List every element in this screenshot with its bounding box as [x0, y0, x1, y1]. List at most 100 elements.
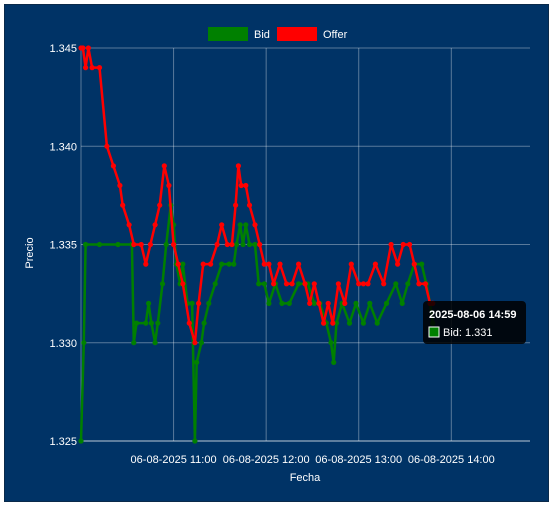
- data-point-offer[interactable]: [416, 281, 422, 287]
- data-point-offer[interactable]: [175, 261, 181, 267]
- data-point-bid[interactable]: [143, 320, 149, 326]
- data-point-offer[interactable]: [321, 320, 327, 326]
- data-point-offer[interactable]: [104, 143, 110, 149]
- data-point-bid[interactable]: [333, 320, 340, 326]
- data-point-offer[interactable]: [83, 65, 89, 71]
- data-point-bid[interactable]: [353, 300, 359, 306]
- data-point-offer[interactable]: [233, 202, 239, 208]
- data-point-offer[interactable]: [271, 281, 277, 287]
- data-point-offer[interactable]: [120, 202, 126, 208]
- data-point-bid[interactable]: [331, 359, 337, 365]
- data-point-bid[interactable]: [266, 300, 272, 306]
- data-point-bid[interactable]: [148, 320, 154, 326]
- data-point-bid[interactable]: [83, 241, 89, 248]
- data-point-offer[interactable]: [422, 281, 428, 287]
- data-point-bid[interactable]: [78, 438, 84, 444]
- data-point-offer[interactable]: [166, 182, 172, 189]
- data-point-offer[interactable]: [143, 261, 149, 267]
- data-point-offer[interactable]: [257, 241, 263, 248]
- data-point-offer[interactable]: [80, 45, 86, 51]
- data-point-bid[interactable]: [212, 281, 218, 287]
- data-point-bid[interactable]: [252, 241, 258, 248]
- data-point-offer[interactable]: [131, 241, 137, 248]
- data-point-bid[interactable]: [233, 241, 240, 248]
- data-point-bid[interactable]: [256, 281, 262, 287]
- data-point-offer[interactable]: [289, 281, 295, 287]
- data-point-offer[interactable]: [200, 261, 206, 267]
- data-point-bid[interactable]: [240, 241, 246, 248]
- data-point-offer[interactable]: [157, 202, 163, 208]
- data-point-offer[interactable]: [243, 182, 249, 189]
- data-point-bid[interactable]: [131, 340, 137, 346]
- data-point-bid[interactable]: [146, 300, 152, 306]
- data-point-offer[interactable]: [395, 261, 401, 267]
- data-point-offer[interactable]: [325, 300, 331, 306]
- data-point-offer[interactable]: [126, 222, 132, 228]
- data-point-offer[interactable]: [229, 241, 235, 248]
- data-point-offer[interactable]: [302, 281, 308, 287]
- data-point-offer[interactable]: [266, 261, 272, 267]
- data-point-offer[interactable]: [400, 241, 406, 248]
- data-point-offer[interactable]: [138, 241, 144, 248]
- data-point-bid[interactable]: [246, 241, 253, 248]
- data-point-bid[interactable]: [219, 261, 225, 267]
- data-point-offer[interactable]: [89, 65, 95, 71]
- data-point-offer[interactable]: [335, 281, 341, 287]
- data-point-bid[interactable]: [237, 222, 243, 228]
- data-point-bid[interactable]: [399, 300, 405, 306]
- data-point-offer[interactable]: [152, 222, 158, 228]
- data-point-bid[interactable]: [192, 438, 198, 444]
- data-point-offer[interactable]: [330, 320, 336, 326]
- data-point-offer[interactable]: [356, 281, 362, 287]
- data-point-offer[interactable]: [411, 261, 417, 267]
- data-point-bid[interactable]: [367, 300, 373, 306]
- data-point-offer[interactable]: [381, 281, 387, 287]
- data-point-offer[interactable]: [161, 163, 167, 169]
- data-point-offer[interactable]: [96, 65, 103, 71]
- data-point-offer[interactable]: [283, 281, 290, 287]
- data-point-bid[interactable]: [405, 281, 411, 287]
- data-point-bid[interactable]: [346, 320, 353, 326]
- data-point-offer[interactable]: [252, 222, 258, 228]
- legend-item-offer[interactable]: Offer: [277, 27, 348, 41]
- legend[interactable]: Bid Offer: [208, 27, 348, 41]
- data-point-offer[interactable]: [372, 261, 378, 267]
- data-point-offer[interactable]: [110, 163, 116, 169]
- data-point-offer[interactable]: [117, 182, 123, 189]
- data-point-bid[interactable]: [243, 222, 249, 228]
- data-point-bid[interactable]: [286, 300, 292, 306]
- data-point-offer[interactable]: [235, 163, 241, 169]
- data-point-bid[interactable]: [393, 281, 399, 287]
- data-point-bid[interactable]: [279, 300, 285, 306]
- data-point-bid[interactable]: [374, 320, 380, 326]
- data-point-offer[interactable]: [246, 202, 253, 208]
- data-point-bid[interactable]: [96, 241, 103, 248]
- data-point-offer[interactable]: [342, 300, 348, 306]
- data-point-bid[interactable]: [81, 340, 87, 346]
- data-point-bid[interactable]: [206, 300, 212, 306]
- data-point-offer[interactable]: [307, 300, 313, 306]
- data-point-bid[interactable]: [133, 320, 140, 326]
- legend-item-bid[interactable]: Bid: [208, 27, 270, 41]
- data-point-bid[interactable]: [201, 320, 207, 326]
- data-point-bid[interactable]: [115, 241, 121, 248]
- data-point-offer[interactable]: [348, 261, 354, 267]
- data-point-offer[interactable]: [171, 241, 177, 248]
- data-point-bid[interactable]: [231, 261, 237, 267]
- data-point-offer[interactable]: [407, 241, 413, 248]
- data-point-offer[interactable]: [208, 261, 214, 267]
- data-point-offer[interactable]: [147, 241, 153, 248]
- data-point-bid[interactable]: [189, 300, 195, 306]
- data-point-bid[interactable]: [419, 261, 425, 267]
- data-point-offer[interactable]: [261, 261, 267, 267]
- data-point-offer[interactable]: [85, 45, 91, 51]
- data-point-bid[interactable]: [328, 340, 334, 346]
- data-point-bid[interactable]: [180, 261, 186, 267]
- data-point-bid[interactable]: [296, 281, 302, 287]
- data-point-offer[interactable]: [360, 281, 366, 287]
- data-point-offer[interactable]: [316, 300, 322, 306]
- data-point-bid[interactable]: [261, 281, 267, 287]
- data-point-bid[interactable]: [163, 241, 169, 248]
- data-point-offer[interactable]: [238, 182, 244, 189]
- data-point-offer[interactable]: [192, 340, 198, 346]
